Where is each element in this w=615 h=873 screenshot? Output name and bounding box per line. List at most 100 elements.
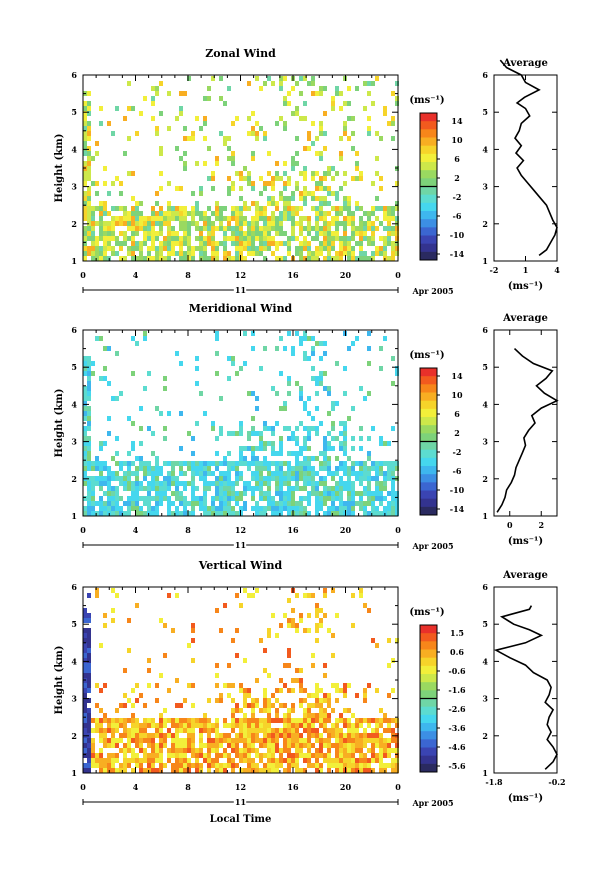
heatmap-cell	[91, 221, 95, 226]
month-label: Apr 2005	[411, 541, 453, 551]
heatmap-cell	[267, 236, 271, 241]
heatmap-cell	[251, 708, 255, 713]
heatmap-cell	[235, 496, 239, 501]
heatmap-cell	[287, 466, 291, 471]
heatmap-cell	[379, 136, 383, 141]
heatmap-cell	[83, 371, 87, 376]
heatmap-cell	[159, 216, 163, 221]
heatmap-cell	[351, 623, 355, 628]
heatmap-cell	[375, 723, 379, 728]
heatmap-cell	[199, 506, 203, 511]
heatmap-cell	[283, 426, 287, 431]
heatmap-cell	[311, 713, 315, 718]
heatmap-cell	[319, 703, 323, 708]
heatmap-cell	[259, 126, 263, 131]
heatmap-cell	[283, 506, 287, 511]
heatmap-cell	[275, 256, 279, 261]
heatmap-cell	[151, 236, 155, 241]
heatmap-cell	[127, 743, 131, 748]
heatmap-cell	[323, 728, 327, 733]
heatmap-cell	[203, 758, 207, 763]
heatmap-cell	[163, 221, 167, 226]
heatmap-cell	[391, 136, 395, 141]
heatmap-cell	[383, 336, 387, 341]
average-y-tick-label: 3	[482, 694, 488, 704]
heatmap-cell	[139, 511, 143, 516]
heatmap-cell	[119, 496, 123, 501]
heatmap-cell	[307, 703, 311, 708]
heatmap-cell	[259, 431, 263, 436]
heatmap-cell	[227, 156, 231, 161]
heatmap-cell	[195, 763, 199, 768]
heatmap-cell	[363, 211, 367, 216]
heatmap-cell	[299, 738, 303, 743]
heatmap-cell	[187, 211, 191, 216]
heatmap-cell	[199, 216, 203, 221]
heatmap-cell	[247, 758, 251, 763]
heatmap-cell	[215, 733, 219, 738]
heatmap-cell	[375, 643, 379, 648]
heatmap-cell	[299, 391, 303, 396]
heatmap-cell	[391, 356, 395, 361]
colorbar-segment	[420, 641, 437, 650]
heatmap-cell	[119, 481, 123, 486]
heatmap-cell	[363, 728, 367, 733]
heatmap-cell	[315, 456, 319, 461]
heatmap-cell	[155, 191, 159, 196]
heatmap-cell	[131, 753, 135, 758]
heatmap-cell	[327, 251, 331, 256]
heatmap-cell	[351, 406, 355, 411]
heatmap-cell	[315, 251, 319, 256]
heatmap-cell	[299, 196, 303, 201]
heatmap-cell	[391, 481, 395, 486]
heatmap-cell	[287, 246, 291, 251]
heatmap-cell	[255, 703, 259, 708]
heatmap-cell	[363, 256, 367, 261]
heatmap-cell	[107, 718, 111, 723]
heatmap-cell	[259, 216, 263, 221]
heatmap-cell	[215, 351, 219, 356]
heatmap-cell	[319, 181, 323, 186]
heatmap-cell	[395, 496, 399, 501]
heatmap-cell	[247, 466, 251, 471]
heatmap-cell	[395, 511, 399, 516]
heatmap-cell	[159, 486, 163, 491]
heatmap-cell	[95, 511, 99, 516]
heatmap-cell	[323, 753, 327, 758]
heatmap-cell	[135, 481, 139, 486]
heatmap-cell	[239, 171, 243, 176]
heatmap-cell	[395, 763, 399, 768]
heatmap-cell	[331, 763, 335, 768]
heatmap-cells	[83, 588, 399, 773]
heatmap-cell	[363, 743, 367, 748]
heatmap-cell	[259, 738, 263, 743]
heatmap-cell	[347, 206, 351, 211]
heatmap-cell	[127, 106, 131, 111]
heatmap-cell	[103, 763, 107, 768]
heatmap-cell	[311, 481, 315, 486]
heatmap-cell	[179, 718, 183, 723]
heatmap-cell	[91, 506, 95, 511]
heatmap-cell	[119, 246, 123, 251]
heatmap-cell	[347, 708, 351, 713]
heatmap-cell	[159, 748, 163, 753]
heatmap-cell	[135, 131, 139, 136]
heatmap-cell	[339, 728, 343, 733]
heatmap-cell	[215, 256, 219, 261]
heatmap-cell	[391, 251, 395, 256]
heatmap-cell	[315, 231, 319, 236]
heatmap-cell	[279, 256, 283, 261]
heatmap-cell	[291, 738, 295, 743]
colorbar-segment	[420, 170, 437, 179]
heatmap-cell	[299, 753, 303, 758]
heatmap-cell	[163, 256, 167, 261]
heatmap-cell	[343, 426, 347, 431]
heatmap-cell	[87, 191, 91, 196]
heatmap-cell	[207, 221, 211, 226]
heatmap-cell	[247, 461, 251, 466]
heatmap-cell	[383, 216, 387, 221]
heatmap-cell	[323, 481, 327, 486]
heatmap-cell	[183, 511, 187, 516]
heatmap-cell	[395, 81, 399, 86]
